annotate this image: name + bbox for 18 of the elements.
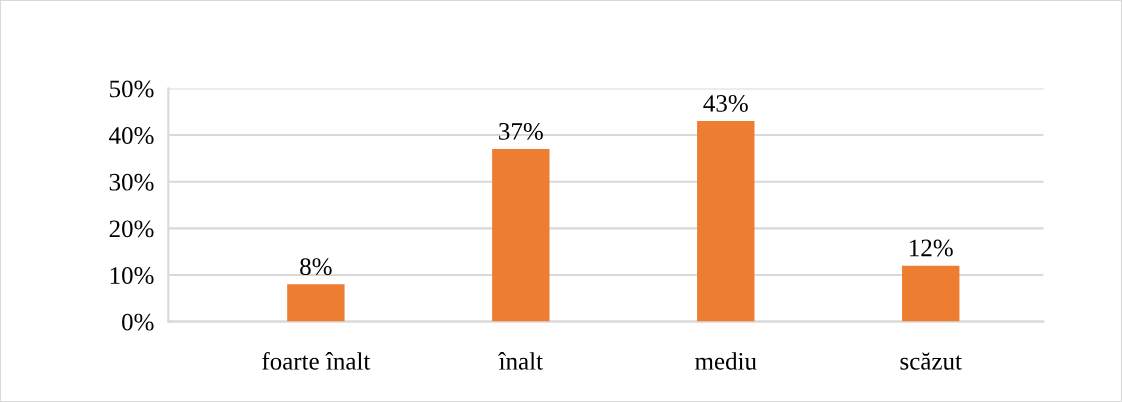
y-tick-label: 0% bbox=[122, 313, 154, 331]
y-tick-label: 10% bbox=[110, 267, 154, 284]
y-tick-label: 20% bbox=[109, 220, 154, 238]
x-tick-label: scăzut bbox=[900, 352, 962, 370]
x-tick-label: înalt bbox=[498, 352, 543, 370]
bar bbox=[902, 265, 960, 322]
data-label: 37% bbox=[499, 122, 543, 140]
y-tick-label: 30% bbox=[109, 173, 154, 191]
x-tick-label: mediu bbox=[695, 352, 757, 370]
y-tick-label: 40% bbox=[109, 127, 154, 145]
y-tick-label: 50% bbox=[110, 80, 154, 98]
x-tick-label: foarte înalt bbox=[262, 351, 371, 370]
data-label: 8% bbox=[300, 258, 332, 276]
bar bbox=[492, 149, 550, 322]
bar bbox=[287, 284, 345, 322]
data-label: 43% bbox=[703, 94, 748, 112]
data-label: 12% bbox=[910, 239, 953, 257]
bar bbox=[697, 121, 755, 322]
